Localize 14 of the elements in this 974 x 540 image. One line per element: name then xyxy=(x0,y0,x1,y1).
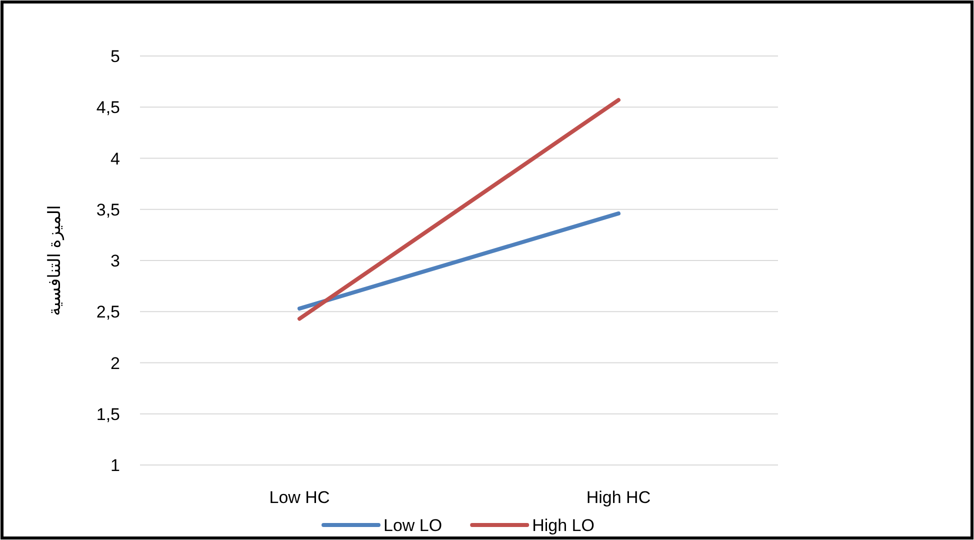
y-tick-label: 5 xyxy=(110,47,120,66)
legend-label: High LO xyxy=(532,516,594,535)
y-tick-label: 4 xyxy=(110,149,120,168)
y-tick-label: 1,5 xyxy=(96,404,120,424)
x-tick-label: Low HC xyxy=(269,488,330,507)
y-tick-label: 3 xyxy=(110,252,120,270)
y-tick-label: 3,5 xyxy=(96,200,120,220)
y-tick-label: 1 xyxy=(110,456,120,475)
legend-label: Low LO xyxy=(384,516,442,535)
y-axis-title: الميزة التنافسية xyxy=(45,205,65,316)
y-tick-label: 2 xyxy=(110,354,120,373)
y-tick-label: 2,5 xyxy=(96,302,120,322)
y-tick-label: 4,5 xyxy=(96,98,120,118)
x-tick-label: High HC xyxy=(586,488,651,507)
